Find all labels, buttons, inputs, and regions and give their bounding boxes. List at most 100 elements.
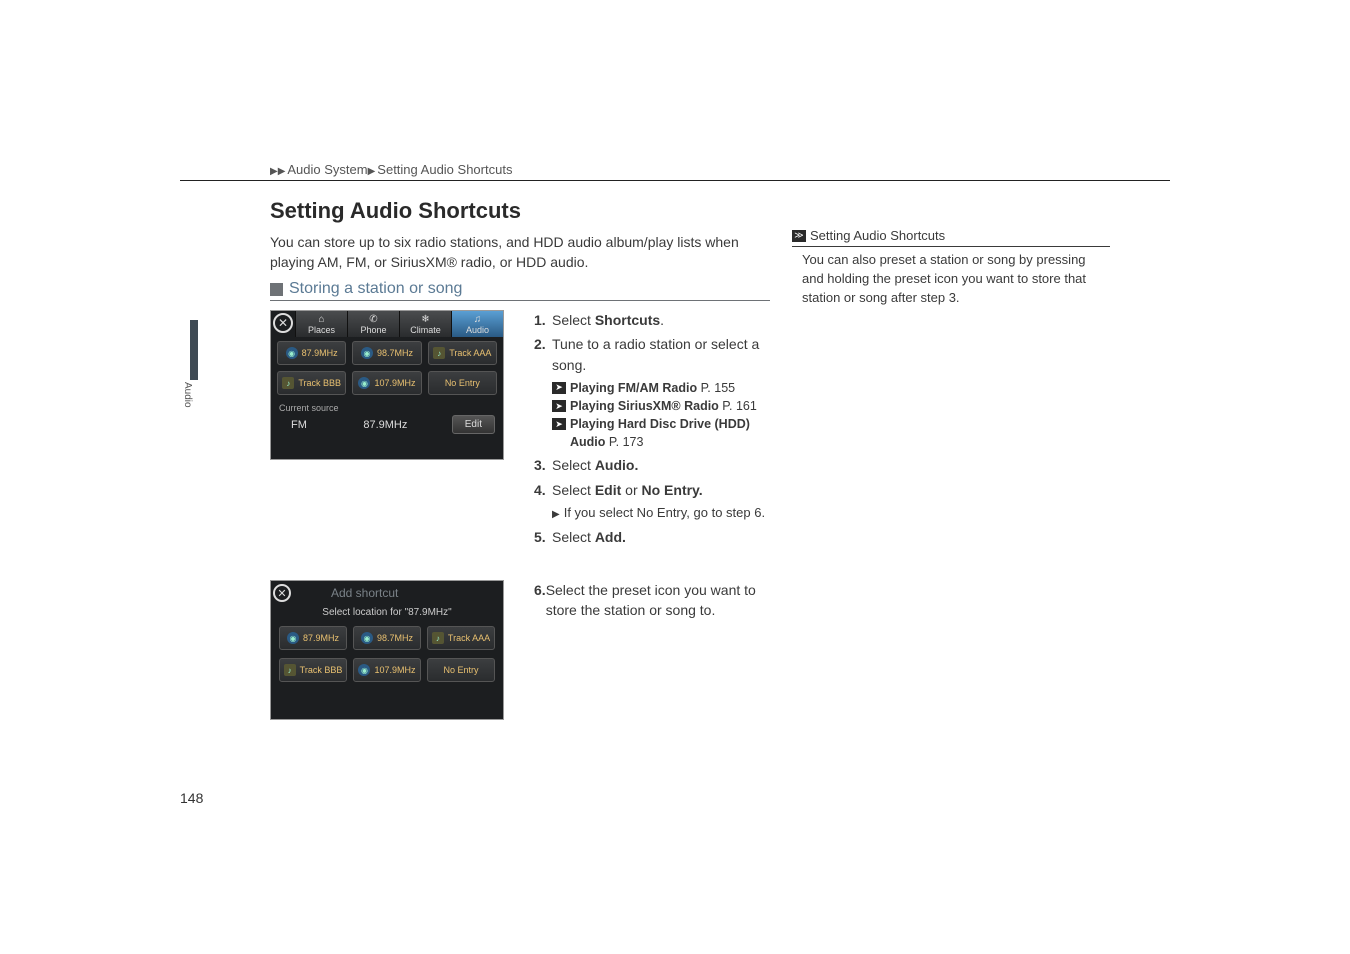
side-rule xyxy=(792,246,1110,247)
radio-dot-icon: ◉ xyxy=(358,664,370,676)
step-text: Select Edit or No Entry. xyxy=(552,480,703,500)
shortcut-tabs: ⌂Places ✆Phone ❄Climate ♫Audio xyxy=(295,311,503,337)
preset-track[interactable]: ♪ Track AAA xyxy=(427,626,495,650)
home-icon: ⌂ xyxy=(318,315,324,325)
current-source-value: FM xyxy=(279,419,319,431)
close-icon[interactable]: ✕ xyxy=(273,313,293,333)
tab-audio[interactable]: ♫Audio xyxy=(451,311,503,337)
link-arrow-icon: ➤ xyxy=(552,382,566,394)
breadcrumb-arrow-icon: ▶ xyxy=(368,166,376,177)
radio-dot-icon: ◉ xyxy=(287,632,299,644)
preset-label: Track BBB xyxy=(300,665,343,675)
preset-label: Track BBB xyxy=(298,378,341,388)
section-tab-label: Audio xyxy=(182,382,193,408)
link-text: Playing FM/AM Radio P. 155 xyxy=(570,379,735,397)
preset-label: 98.7MHz xyxy=(377,633,413,643)
top-rule xyxy=(180,180,1170,181)
preset-label: Track AAA xyxy=(449,348,491,358)
radio-dot-icon: ◉ xyxy=(361,632,373,644)
preset-label: 107.9MHz xyxy=(374,665,415,675)
step-text: Select Shortcuts. xyxy=(552,310,664,330)
tab-phone[interactable]: ✆Phone xyxy=(347,311,399,337)
intro-text: You can store up to six radio stations, … xyxy=(270,232,770,273)
side-note-title: Setting Audio Shortcuts xyxy=(810,228,945,243)
preset-radio[interactable]: ◉ 107.9MHz xyxy=(352,371,421,395)
link-text: Playing SiriusXM® Radio P. 161 xyxy=(570,397,757,415)
step-number: 4. xyxy=(534,480,552,500)
tab-label: Phone xyxy=(360,325,386,335)
add-shortcut-subtitle: Select location for "87.9MHz" xyxy=(271,607,503,618)
step-number: 6. xyxy=(534,580,546,621)
preset-track[interactable]: ♪ Track BBB xyxy=(279,658,347,682)
preset-label: 87.9MHz xyxy=(303,633,339,643)
preset-empty[interactable]: No Entry xyxy=(428,371,497,395)
link-arrow-icon: ➤ xyxy=(552,400,566,412)
track-dot-icon: ♪ xyxy=(282,377,294,389)
current-source-label: Current source xyxy=(271,401,503,413)
preset-label: Track AAA xyxy=(448,633,490,643)
step-number: 3. xyxy=(534,455,552,475)
climate-icon: ❄ xyxy=(421,315,429,325)
edit-button[interactable]: Edit xyxy=(452,415,495,434)
track-dot-icon: ♪ xyxy=(433,347,445,359)
subheading-underline xyxy=(270,300,770,301)
step-number: 2. xyxy=(534,334,552,375)
steps-list: 1.Select Shortcuts. 2.Tune to a radio st… xyxy=(534,310,766,551)
phone-icon: ✆ xyxy=(369,315,377,325)
page-number: 148 xyxy=(180,790,203,806)
audio-icon: ♫ xyxy=(474,315,482,325)
steps-list-2: 6.Select the preset icon you want to sto… xyxy=(534,580,766,621)
preset-radio[interactable]: ◉ 87.9MHz xyxy=(279,626,347,650)
link-arrow-icon: ➤ xyxy=(552,418,566,430)
subheading: Storing a station or song xyxy=(289,280,462,298)
tab-label: Audio xyxy=(466,325,489,335)
preset-radio[interactable]: ◉ 107.9MHz xyxy=(353,658,421,682)
step-text: Select Add. xyxy=(552,527,626,547)
preset-label: No Entry xyxy=(443,665,478,675)
breadcrumb: ▶▶Audio System▶Setting Audio Shortcuts xyxy=(270,162,512,177)
screenshot-shortcuts: ✕ ⌂Places ✆Phone ❄Climate ♫Audio ◉ 87.9MH… xyxy=(270,310,504,460)
step-text: Select the preset icon you want to store… xyxy=(546,580,766,621)
breadcrumb-arrow-icon: ▶▶ xyxy=(270,166,285,177)
preset-label: 87.9MHz xyxy=(302,348,338,358)
track-dot-icon: ♪ xyxy=(284,664,296,676)
breadcrumb-seg1: Audio System xyxy=(287,162,367,177)
radio-dot-icon: ◉ xyxy=(361,347,373,359)
tab-label: Climate xyxy=(410,325,441,335)
step-text: Tune to a radio station or select a song… xyxy=(552,334,766,375)
radio-dot-icon: ◉ xyxy=(358,377,370,389)
preset-radio[interactable]: ◉ 87.9MHz xyxy=(277,341,346,365)
tab-label: Places xyxy=(308,325,335,335)
step-text: Select Audio. xyxy=(552,455,638,475)
side-note-body: You can also preset a station or song by… xyxy=(792,251,1110,308)
page-title: Setting Audio Shortcuts xyxy=(270,198,521,224)
section-tab-bar xyxy=(190,320,198,380)
triangle-icon: ▶ xyxy=(552,509,560,520)
preset-empty[interactable]: No Entry xyxy=(427,658,495,682)
preset-radio[interactable]: ◉ 98.7MHz xyxy=(353,626,421,650)
tab-climate[interactable]: ❄Climate xyxy=(399,311,451,337)
tab-places[interactable]: ⌂Places xyxy=(295,311,347,337)
link-text: Playing Hard Disc Drive (HDD) Audio P. 1… xyxy=(570,415,766,451)
step-number: 5. xyxy=(534,527,552,547)
track-dot-icon: ♪ xyxy=(432,632,444,644)
radio-dot-icon: ◉ xyxy=(286,347,298,359)
current-frequency: 87.9MHz xyxy=(327,419,444,431)
preset-label: 98.7MHz xyxy=(377,348,413,358)
section-tab: Audio xyxy=(180,320,200,390)
preset-label: No Entry xyxy=(445,378,480,388)
add-shortcut-title: Add shortcut xyxy=(331,586,503,600)
note-arrow-icon: ≫ xyxy=(792,230,806,242)
subheading-bullet-icon xyxy=(270,283,283,296)
subheading-row: Storing a station or song xyxy=(270,280,462,298)
close-icon[interactable]: ✕ xyxy=(273,584,291,602)
screenshot-add-shortcut: ✕ Add shortcut Select location for "87.9… xyxy=(270,580,504,720)
side-note: ≫ Setting Audio Shortcuts You can also pr… xyxy=(792,228,1110,308)
preset-track[interactable]: ♪ Track BBB xyxy=(277,371,346,395)
step-number: 1. xyxy=(534,310,552,330)
step-substep: ▶If you select No Entry, go to step 6. xyxy=(534,504,766,523)
preset-track[interactable]: ♪ Track AAA xyxy=(428,341,497,365)
breadcrumb-seg2: Setting Audio Shortcuts xyxy=(377,162,512,177)
preset-radio[interactable]: ◉ 98.7MHz xyxy=(352,341,421,365)
preset-label: 107.9MHz xyxy=(374,378,415,388)
